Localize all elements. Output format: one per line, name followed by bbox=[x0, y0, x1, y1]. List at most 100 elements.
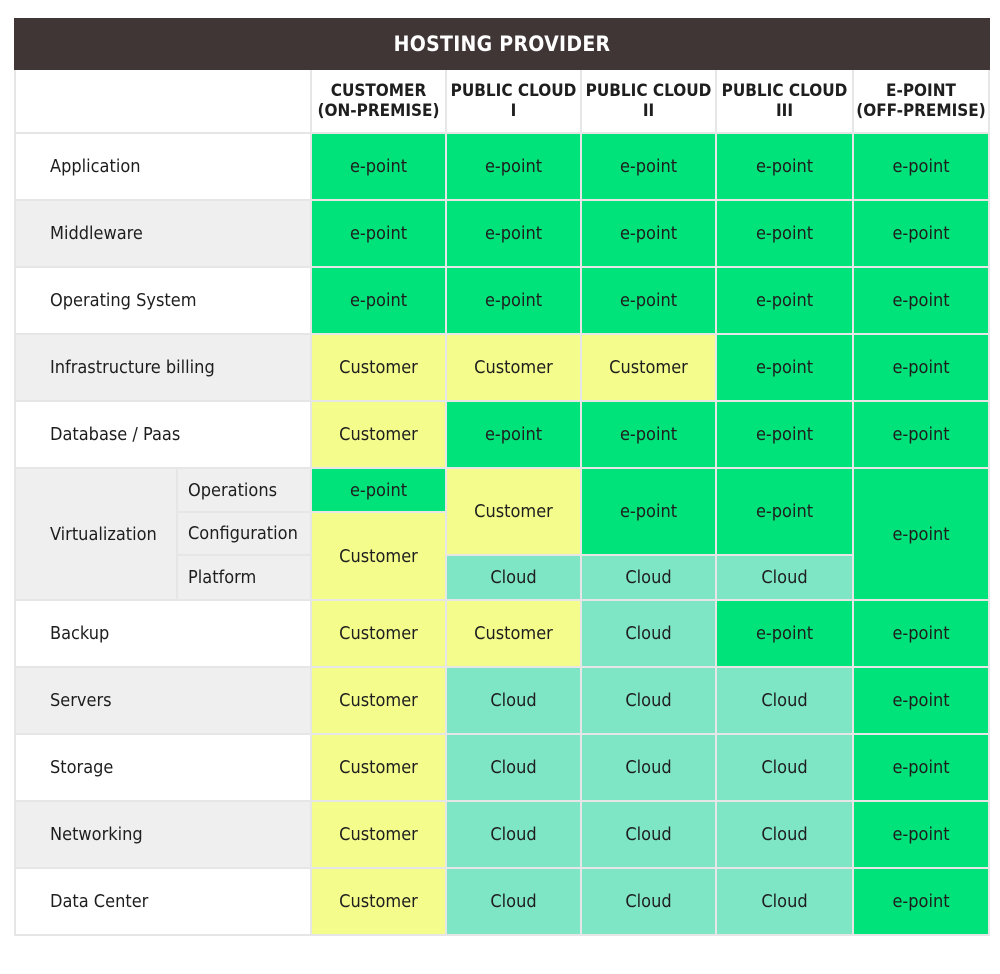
cell-epoint: e-point bbox=[310, 132, 447, 201]
cell-epoint: e-point bbox=[580, 132, 717, 201]
corner-cell bbox=[14, 68, 312, 134]
cell-epoint: e-point bbox=[851, 867, 991, 936]
row-label-infrastructure-billing: Infrastructure billing bbox=[14, 333, 312, 402]
cell-epoint: e-point bbox=[445, 132, 582, 201]
row-label-backup: Backup bbox=[14, 599, 312, 668]
column-header-public-cloud-3: PUBLIC CLOUD III bbox=[715, 68, 854, 134]
cell-customer: Customer bbox=[310, 800, 447, 869]
column-header-epoint: E-POINT (OFF-PREMISE) bbox=[851, 68, 991, 134]
cell-cloud: Cloud bbox=[715, 800, 854, 869]
table-row: Infrastructure billing Customer Customer… bbox=[14, 333, 991, 402]
cell-cloud: Cloud bbox=[445, 733, 582, 802]
cell-cloud: Cloud bbox=[580, 599, 717, 668]
cell-epoint: e-point bbox=[580, 199, 717, 268]
cell-cloud: Cloud bbox=[580, 666, 717, 735]
column-header-line: CUSTOMER bbox=[330, 81, 427, 101]
row-label-storage: Storage bbox=[14, 733, 312, 802]
cell-cloud: Cloud bbox=[715, 666, 854, 735]
column-header-line: PUBLIC CLOUD III bbox=[721, 81, 848, 121]
cell-epoint: e-point bbox=[851, 599, 991, 668]
cell-epoint: e-point bbox=[445, 266, 582, 335]
cell-cloud: Cloud bbox=[580, 733, 717, 802]
row-label-middleware: Middleware bbox=[14, 199, 312, 268]
row-label-database-paas: Database / Paas bbox=[14, 400, 312, 469]
row-label-servers: Servers bbox=[14, 666, 312, 735]
cell-cloud: Cloud bbox=[715, 733, 854, 802]
cell-cloud: Cloud bbox=[445, 800, 582, 869]
cell-customer: Customer bbox=[310, 599, 447, 668]
cell-cloud: Cloud bbox=[445, 666, 582, 735]
cell-epoint: e-point bbox=[851, 199, 991, 268]
cell-epoint: e-point bbox=[715, 599, 854, 668]
row-label-application: Application bbox=[14, 132, 312, 201]
table-row: Networking Customer Cloud Cloud Cloud e-… bbox=[14, 800, 991, 869]
sub-row-label-platform: Platform bbox=[176, 554, 312, 601]
cell-epoint: e-point bbox=[580, 467, 717, 556]
cell-epoint: e-point bbox=[851, 400, 991, 469]
cell-epoint: e-point bbox=[715, 266, 854, 335]
cell-customer: Customer bbox=[310, 333, 447, 402]
cell-cloud: Cloud bbox=[580, 554, 717, 601]
column-header-line: PUBLIC CLOUD I bbox=[450, 81, 577, 121]
cell-customer: Customer bbox=[310, 733, 447, 802]
cell-epoint: e-point bbox=[851, 333, 991, 402]
table-row: Virtualization Operations e-point Custom… bbox=[14, 467, 991, 601]
cell-customer: Customer bbox=[310, 511, 447, 601]
cell-customer: Customer bbox=[310, 867, 447, 936]
cell-epoint: e-point bbox=[715, 467, 854, 556]
sub-row-label-operations: Operations bbox=[176, 467, 312, 513]
cell-customer: Customer bbox=[445, 467, 582, 556]
table-row: Servers Customer Cloud Cloud Cloud e-poi… bbox=[14, 666, 991, 735]
table-row: Configuration Customer bbox=[15, 511, 989, 601]
cell-cloud: Cloud bbox=[715, 867, 854, 936]
cell-customer: Customer bbox=[580, 333, 717, 402]
row-label-data-center: Data Center bbox=[14, 867, 312, 936]
table-row: Data Center Customer Cloud Cloud Cloud e… bbox=[14, 867, 991, 936]
cell-epoint: e-point bbox=[310, 467, 447, 513]
cell-epoint: e-point bbox=[715, 333, 854, 402]
table-row: Platform Cloud Cloud Cloud bbox=[15, 554, 989, 601]
cell-customer: Customer bbox=[445, 333, 582, 402]
cell-epoint: e-point bbox=[715, 199, 854, 268]
cell-epoint: e-point bbox=[445, 400, 582, 469]
sub-row-label-configuration: Configuration bbox=[176, 511, 312, 556]
table-row: Application e-point e-point e-point e-po… bbox=[14, 132, 991, 201]
cell-cloud: Cloud bbox=[445, 554, 582, 601]
row-label-operating-system: Operating System bbox=[14, 266, 312, 335]
cell-epoint: e-point bbox=[580, 266, 717, 335]
responsibility-matrix: HOSTING PROVIDER CUSTOMER (ON-PREMISE) P… bbox=[13, 18, 991, 936]
cell-epoint: e-point bbox=[580, 400, 717, 469]
column-header-line: E-POINT bbox=[886, 81, 956, 101]
column-header-line: PUBLIC CLOUD II bbox=[585, 81, 712, 121]
table-title: HOSTING PROVIDER bbox=[13, 18, 991, 70]
column-header-line: (OFF-PREMISE) bbox=[856, 101, 986, 121]
cell-cloud: Cloud bbox=[445, 867, 582, 936]
cell-epoint: e-point bbox=[851, 733, 991, 802]
column-header-public-cloud-2: PUBLIC CLOUD II bbox=[580, 68, 717, 134]
cell-epoint: e-point bbox=[715, 400, 854, 469]
cell-epoint: e-point bbox=[715, 132, 854, 201]
table-row: Backup Customer Customer Cloud e-point e… bbox=[14, 599, 991, 668]
table-row: Operating System e-point e-point e-point… bbox=[14, 266, 991, 335]
cell-customer: Customer bbox=[445, 599, 582, 668]
row-label-virtualization: Virtualization bbox=[14, 467, 178, 601]
cell-epoint: e-point bbox=[851, 800, 991, 869]
table-row: Middleware e-point e-point e-point e-poi… bbox=[14, 199, 991, 268]
table-row: Storage Customer Cloud Cloud Cloud e-poi… bbox=[14, 733, 991, 802]
hosting-provider-table: HOSTING PROVIDER CUSTOMER (ON-PREMISE) P… bbox=[13, 18, 991, 936]
cell-customer: Customer bbox=[310, 666, 447, 735]
column-header-public-cloud-1: PUBLIC CLOUD I bbox=[445, 68, 582, 134]
cell-epoint: e-point bbox=[851, 132, 991, 201]
cell-cloud: Cloud bbox=[715, 554, 854, 601]
column-header-line: (ON-PREMISE) bbox=[317, 101, 440, 121]
cell-epoint: e-point bbox=[851, 666, 991, 735]
cell-epoint: e-point bbox=[310, 199, 447, 268]
row-label-networking: Networking bbox=[14, 800, 312, 869]
cell-cloud: Cloud bbox=[580, 800, 717, 869]
cell-epoint: e-point bbox=[851, 266, 991, 335]
cell-cloud: Cloud bbox=[580, 867, 717, 936]
cell-customer: Customer bbox=[310, 400, 447, 469]
column-header-customer: CUSTOMER (ON-PREMISE) bbox=[310, 68, 447, 134]
table-row: Database / Paas Customer e-point e-point… bbox=[14, 400, 991, 469]
cell-epoint: e-point bbox=[310, 266, 447, 335]
